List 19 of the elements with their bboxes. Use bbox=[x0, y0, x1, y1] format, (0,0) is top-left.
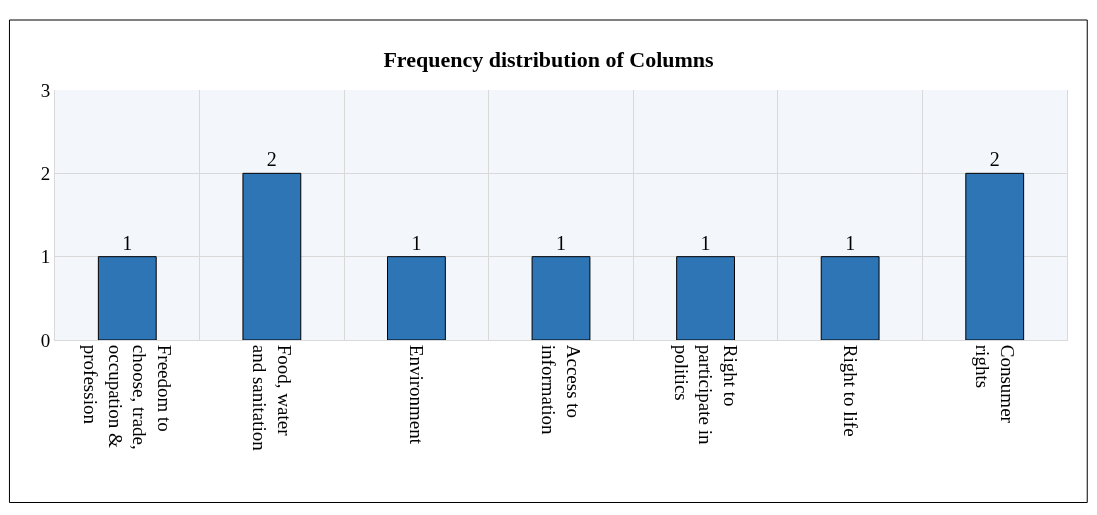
chart-title: Frequency distribution of Columns bbox=[383, 46, 715, 72]
x-tick-label: Freedom to choose, trade, occupation & profession bbox=[80, 344, 176, 450]
x-tick-label: Environment bbox=[406, 344, 428, 445]
x-tick-label: Access to information bbox=[538, 344, 585, 435]
data-label: 2 bbox=[266, 148, 277, 171]
data-label: 1 bbox=[556, 231, 566, 254]
x-tick-label: Right to participate in politics bbox=[670, 344, 742, 445]
y-tick-label: 2 bbox=[40, 162, 51, 184]
data-label: 1 bbox=[700, 231, 711, 254]
data-label: 1 bbox=[845, 231, 856, 254]
y-tick-label: 1 bbox=[40, 246, 51, 268]
x-tick-label: Food, water and sanitation bbox=[249, 344, 296, 452]
y-tick-label: 0 bbox=[40, 329, 51, 351]
data-label: 1 bbox=[411, 231, 422, 254]
y-tick-label: 3 bbox=[40, 79, 51, 101]
data-label: 1 bbox=[122, 231, 133, 254]
x-tick-label: Consumer rights bbox=[972, 344, 1018, 424]
data-label: 2 bbox=[989, 148, 1000, 171]
x-tick-label: Right to life bbox=[839, 344, 861, 437]
